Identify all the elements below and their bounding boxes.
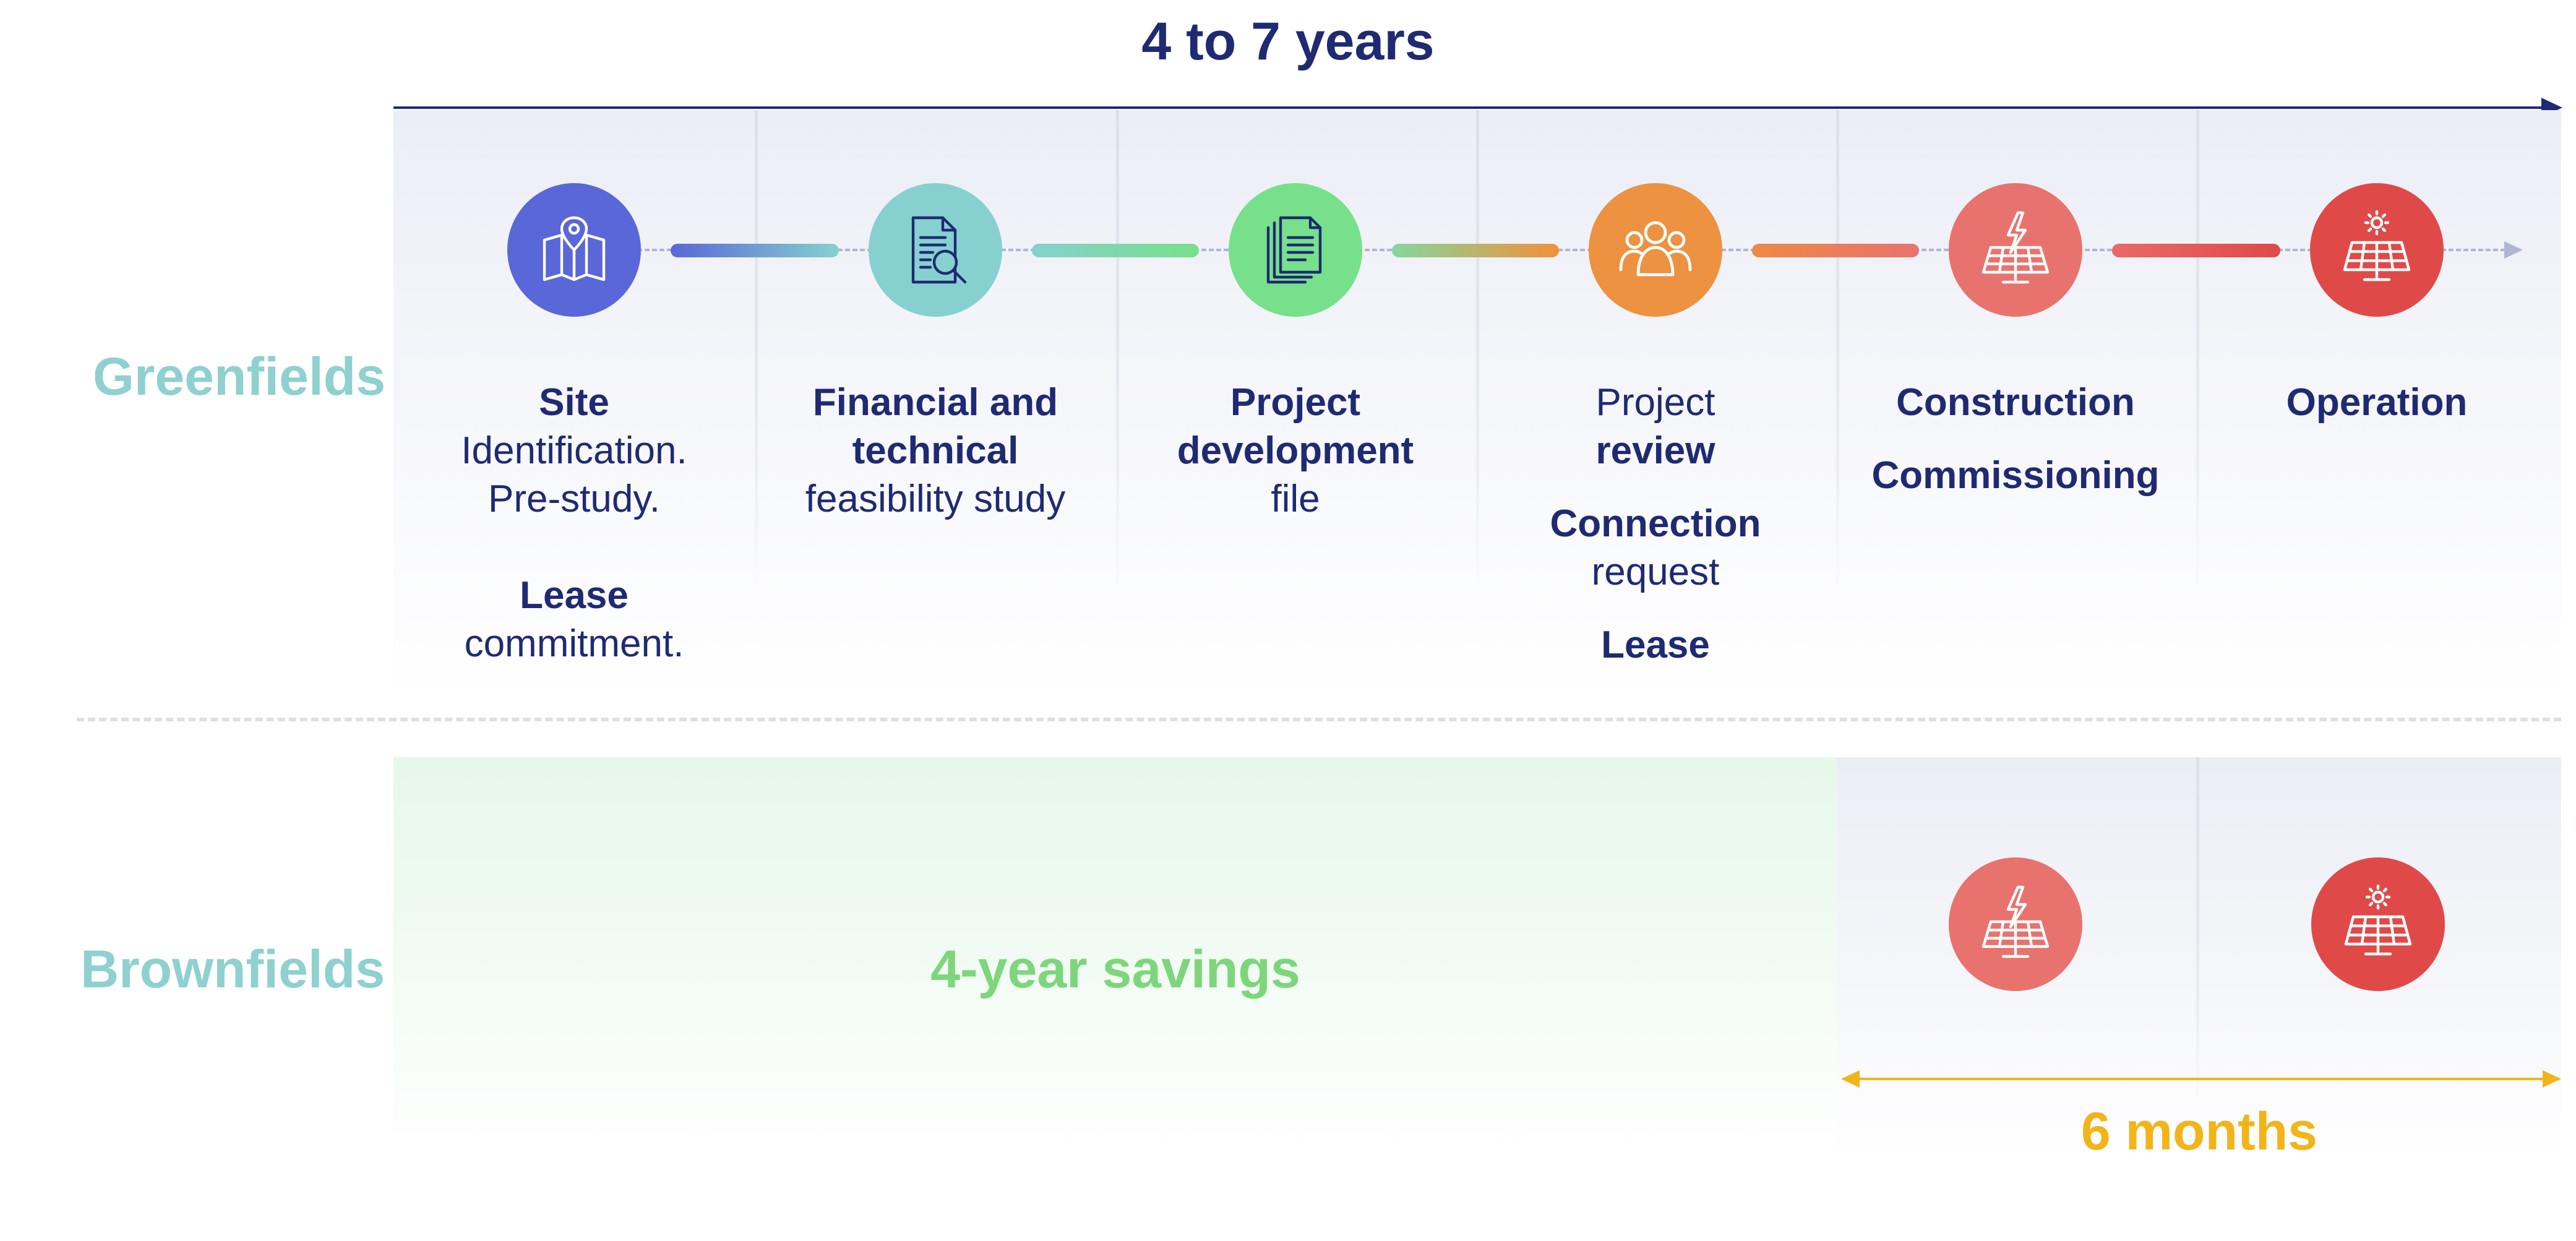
stage-connector-bar	[1392, 244, 1559, 257]
savings-label: 4-year savings	[930, 940, 1300, 999]
column-divider	[1836, 110, 1839, 593]
stage-label-line: Operation	[2286, 381, 2468, 424]
column-divider	[1476, 110, 1479, 593]
stage-label-line: request	[1591, 551, 1720, 593]
stage-label: Operation	[2204, 379, 2550, 427]
stage-label-line: Lease	[1601, 624, 1710, 666]
column-divider	[2196, 110, 2199, 593]
timeline-arrow	[393, 98, 2562, 118]
duration-line-arrow-right	[2543, 1070, 2561, 1088]
stage-label-line: review	[1595, 429, 1715, 472]
stage-connector-bar	[671, 244, 839, 257]
stage-label-line: file	[1271, 478, 1320, 520]
stage-label-line: Site	[539, 381, 609, 424]
stage-label-line: Connection	[1550, 502, 1761, 545]
stage-label-line: Construction	[1896, 381, 2135, 424]
stage-label-line: Pre-study.	[488, 478, 660, 520]
stage-label-line: Commissioning	[1871, 454, 2160, 497]
brownfields-label: Brownfields	[80, 940, 385, 999]
stage-label: Financial and technical feasibility study	[762, 379, 1109, 523]
section-separator	[77, 718, 2561, 721]
stage-label: Project review Connection request Lease	[1482, 379, 1829, 669]
stage-connector-bar	[1752, 244, 1919, 257]
documents-icon	[1229, 183, 1362, 317]
stage-label-line: Project	[1595, 381, 1715, 424]
duration-label: 4 to 7 years	[1141, 12, 1435, 71]
stage-label-line: Identification.	[461, 429, 687, 472]
solar-panel-lightning-icon	[1949, 857, 2082, 991]
column-divider	[1116, 110, 1119, 593]
stage-label-line: Lease	[520, 574, 629, 617]
stage-label-line: Financial and	[812, 381, 1058, 424]
savings-panel	[393, 757, 1837, 1153]
solar-panel-sun-icon	[2311, 857, 2445, 991]
people-icon	[1589, 183, 1722, 317]
stage-connector-dashed	[637, 249, 2505, 251]
stage-label: Site Identification. Pre-study. Lease commit…	[401, 379, 747, 668]
stage-label-line: Project	[1230, 381, 1361, 424]
solar-panel-sun-icon	[2310, 183, 2444, 317]
stage-label-line: feasibility study	[805, 478, 1066, 520]
duration-line	[1844, 1078, 2555, 1080]
months-label: 6 months	[2080, 1102, 2318, 1161]
duration-line-arrow-left	[1841, 1070, 1860, 1088]
connector-arrowhead	[2504, 241, 2523, 259]
stage-label: Project development file	[1122, 379, 1469, 523]
stage-label: Construction Commissioning	[1842, 379, 2189, 500]
document-search-icon	[869, 183, 1002, 317]
stage-connector-bar	[1032, 244, 1199, 257]
stage-label-line: technical	[852, 429, 1019, 472]
stage-label-line: commitment.	[464, 622, 684, 665]
column-divider	[755, 110, 758, 593]
greenfields-label: Greenfields	[93, 347, 386, 406]
map-pin-icon	[507, 183, 641, 317]
stage-connector-bar	[2112, 244, 2280, 257]
stage-label-line: development	[1177, 429, 1414, 472]
brownfields-panel	[1837, 757, 2561, 1159]
solar-panel-lightning-icon	[1949, 183, 2082, 317]
column-divider	[2196, 757, 2199, 1104]
